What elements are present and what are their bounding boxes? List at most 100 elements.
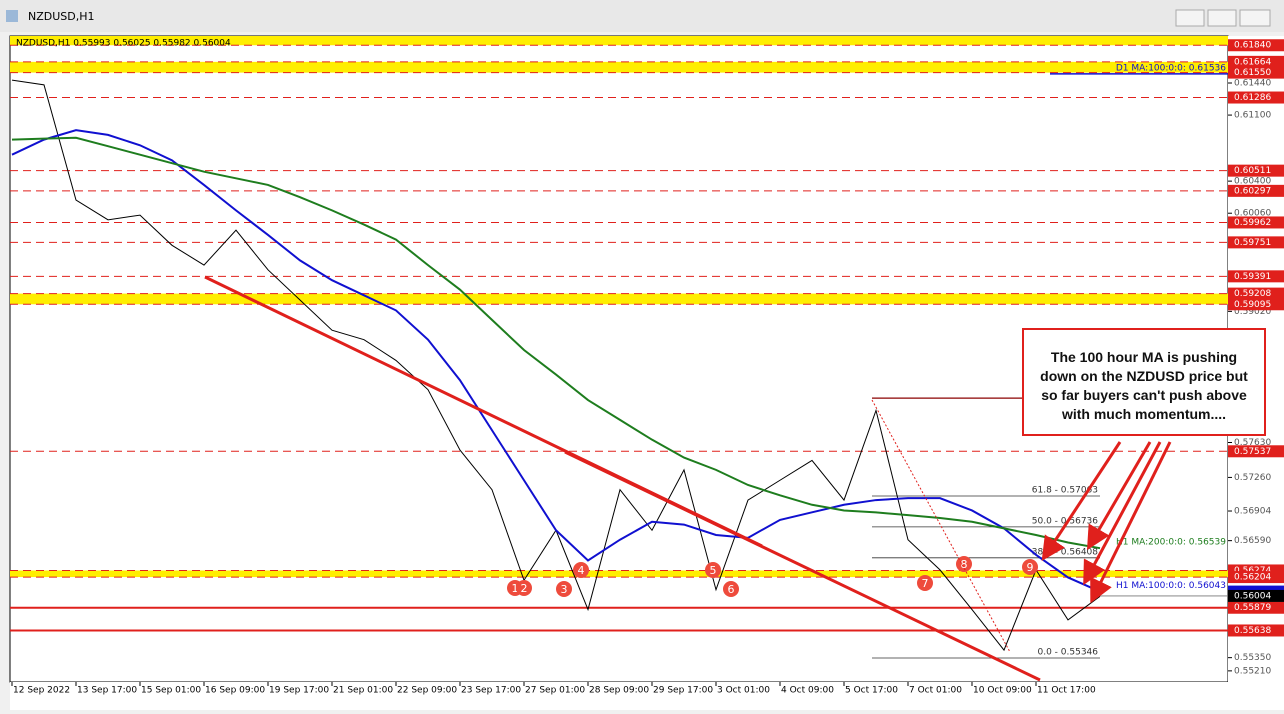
level-label: 0.60511 [1234, 166, 1271, 176]
level-label: 0.60297 [1234, 186, 1271, 196]
x-tick-label: 12 Sep 2022 [13, 686, 70, 696]
annotation: The 100 hour MA is pushing down on the N… [1022, 328, 1266, 436]
moving-average [11, 136, 1101, 550]
level-label: 0.55638 [1234, 626, 1271, 636]
x-tick-label: 5 Oct 17:00 [845, 686, 898, 696]
level-tag [1228, 571, 1284, 584]
level-tag [1228, 445, 1284, 458]
level-tag [1228, 270, 1284, 283]
wave-marker [1022, 559, 1038, 575]
arrow [1083, 441, 1162, 586]
trendline [564, 450, 1041, 682]
y-tick-label: 0.55350 [1234, 653, 1271, 663]
level-label: 0.59095 [1234, 300, 1271, 310]
fib-label: 50.0 - 0.56736 [1032, 516, 1098, 526]
x-tick-label: 13 Sep 17:00 [77, 686, 137, 696]
x-tick-label: 16 Sep 09:00 [205, 686, 265, 696]
wave-marker [573, 562, 589, 578]
x-tick-label: 19 Sep 17:00 [269, 686, 329, 696]
level-label: 0.61286 [1234, 93, 1271, 103]
level-tag [1228, 66, 1284, 79]
level-tag [1228, 55, 1284, 68]
level-tag [1228, 184, 1284, 197]
arrow [1041, 441, 1122, 562]
wave-marker [705, 562, 721, 578]
current-tag [1228, 589, 1284, 602]
arrow [1090, 441, 1172, 604]
level-label: 0.59962 [1234, 218, 1271, 228]
x-tick-label: 28 Sep 09:00 [589, 686, 649, 696]
wave-marker [917, 575, 933, 591]
level-label: 0.57537 [1234, 447, 1271, 457]
level-tag [1228, 287, 1284, 300]
wave-label: 5 [710, 564, 717, 577]
chart-subtitle: NZDUSD,H1 0.55993 0.56025 0.55982 0.5600… [16, 39, 231, 49]
y-tick-label: 0.60400 [1234, 177, 1271, 187]
level-tag [1228, 624, 1284, 637]
level-tag [1228, 39, 1284, 52]
x-tick-label: 4 Oct 09:00 [781, 686, 834, 696]
wave-label: 3 [561, 583, 568, 596]
moving-average [11, 129, 1101, 593]
legend-label: H1 MA:100:0:0: 0.56043 [1116, 581, 1226, 591]
wave-label: 1 [512, 582, 519, 595]
y-tick-label: 0.56904 [1234, 507, 1271, 517]
level-tag [1228, 164, 1284, 177]
fib-label: 61.8 - 0.57063 [1032, 486, 1098, 496]
current-price: 0.56004 [1234, 591, 1271, 601]
x-tick-label: 27 Sep 01:00 [525, 686, 585, 696]
level-label: 0.61840 [1234, 41, 1271, 51]
y-tick-label: 0.61440 [1234, 78, 1271, 88]
y-tick-label: 0.57630 [1234, 438, 1271, 448]
window-title: NZDUSD,H1 [28, 10, 95, 23]
fib-label: 38.2 - 0.56408 [1032, 547, 1098, 557]
minimize-button[interactable] [1175, 9, 1205, 27]
wave-marker [723, 581, 739, 597]
x-tick-label: 3 Oct 01:00 [717, 686, 770, 696]
x-tick-label: 22 Sep 09:00 [397, 686, 457, 696]
x-tick-label: 7 Oct 01:00 [909, 686, 962, 696]
wave-marker [516, 580, 532, 596]
level-label: 0.59208 [1234, 289, 1271, 299]
y-tick-label: 0.55210 [1234, 666, 1271, 676]
support-zone [10, 36, 1228, 46]
x-tick-label: 21 Sep 01:00 [333, 686, 393, 696]
maximize-button[interactable] [1207, 9, 1237, 27]
level-tag [1228, 216, 1284, 229]
level-label: 0.61550 [1234, 68, 1271, 78]
level-label: 0.61664 [1234, 57, 1271, 67]
wave-label: 8 [961, 558, 968, 571]
level-label: 0.59391 [1234, 272, 1271, 282]
y-tick-label: 0.61100 [1234, 111, 1271, 121]
y-tick-label: 0.60060 [1234, 209, 1271, 219]
level-tag [1228, 601, 1284, 614]
wave-label: 7 [922, 577, 929, 590]
support-zone [10, 61, 1228, 73]
support-zone [10, 570, 1228, 578]
level-label: 0.59751 [1234, 238, 1271, 248]
x-tick-label: 15 Sep 01:00 [141, 686, 201, 696]
y-tick-label: 0.59020 [1234, 307, 1271, 317]
arrow [1086, 441, 1152, 551]
y-tick-label: 0.57260 [1234, 473, 1271, 483]
level-label: 0.56204 [1234, 573, 1271, 583]
x-tick-label: 23 Sep 17:00 [461, 686, 521, 696]
wave-marker [556, 581, 572, 597]
wave-label: 6 [728, 583, 735, 596]
wave-label: 9 [1027, 561, 1034, 574]
x-tick-label: 10 Oct 09:00 [973, 686, 1032, 696]
window-icon [6, 10, 18, 22]
legend-label: H1 MA:200:0:0: 0.56539 [1116, 538, 1226, 548]
time-axis [10, 682, 1228, 710]
wave-label: 4 [578, 564, 585, 577]
y-tick-label: 0.56590 [1234, 536, 1271, 546]
close-button[interactable] [1239, 9, 1271, 27]
level-label: 0.55879 [1234, 603, 1271, 613]
x-tick-label: 29 Sep 17:00 [653, 686, 713, 696]
title-bar [0, 0, 1284, 32]
x-tick-label: 11 Oct 17:00 [1037, 686, 1096, 696]
support-zone [10, 293, 1228, 305]
fib-label: 0.0 - 0.55346 [1038, 648, 1099, 658]
wave-marker [956, 556, 972, 572]
